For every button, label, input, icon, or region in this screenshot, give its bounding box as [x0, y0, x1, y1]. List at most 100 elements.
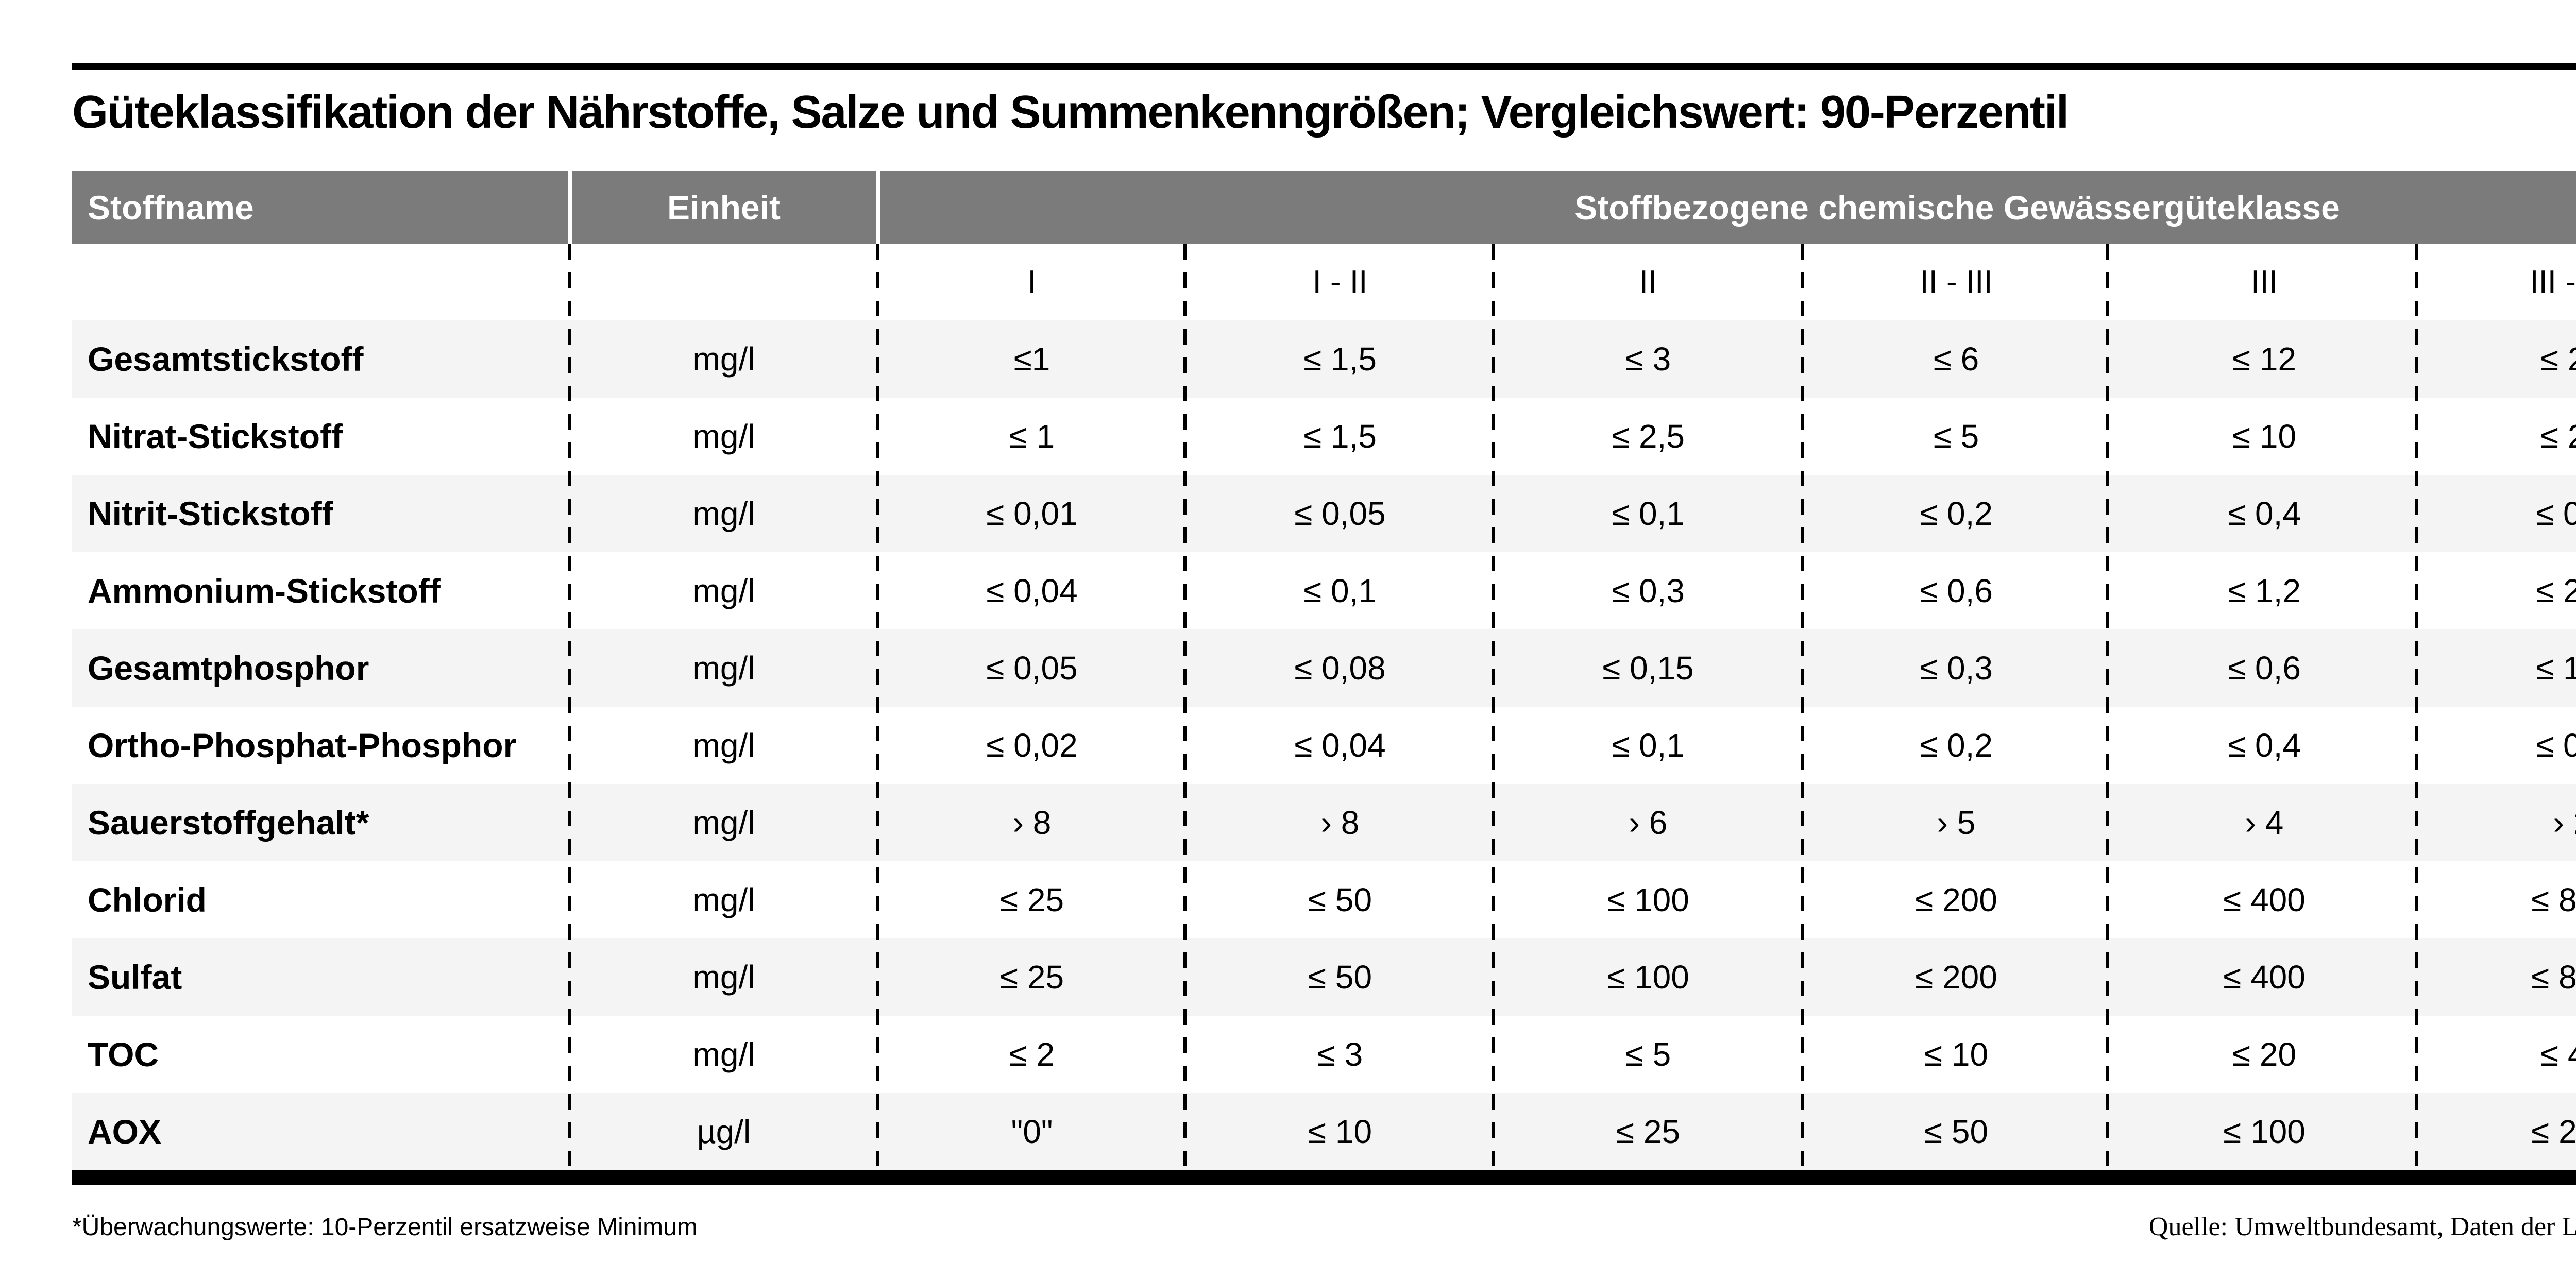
unit-cell: mg/l	[692, 340, 755, 378]
value-cell: ≤ 0,8	[2536, 726, 2576, 764]
value-cell: ≤ 0,6	[2228, 649, 2301, 687]
value-cell: › 8	[1320, 804, 1360, 841]
value-cell: ≤1	[1013, 340, 1050, 378]
value-cell: ≤ 0,08	[1294, 649, 1386, 687]
value-cell: ≤ 0,05	[1294, 494, 1386, 532]
class-row-spacer	[72, 244, 570, 320]
value-cell: ≤ 100	[1607, 958, 1689, 996]
unit-cell: µg/l	[697, 1113, 751, 1150]
value-cell: ≤ 200	[1915, 958, 1997, 996]
value-cell: ≤ 0,1	[1612, 726, 1685, 764]
value-cell: ≤ 12	[2232, 340, 2297, 378]
value-cell: ≤ 25	[999, 881, 1064, 918]
value-cell: › 8	[1012, 804, 1052, 841]
unit-cell: mg/l	[692, 572, 755, 609]
bottom-rule	[72, 1170, 2576, 1185]
value-cell: ≤ 0,1	[1303, 572, 1377, 609]
table-row: Ortho-Phosphat-Phosphor mg/l ≤ 0,02 ≤ 0,04 ≤…	[72, 706, 2576, 784]
unit-cell: mg/l	[692, 881, 755, 918]
value-cell: ≤ 1,2	[2536, 649, 2576, 687]
value-cell: ≤ 400	[2223, 881, 2306, 918]
value-cell: ≤ 0,3	[1920, 649, 1993, 687]
data-rows: Gesamtstickstoff mg/l ≤1 ≤ 1,5 ≤ 3 ≤ 6 ≤ 12 ≤ 2…	[72, 320, 2576, 1170]
value-cell: ≤ 0,1	[1612, 494, 1685, 532]
value-cell: ≤ 200	[2531, 1113, 2576, 1150]
top-rule	[72, 63, 2576, 70]
column-header-gueteklasse: Stoffbezogene chemische Gewässergüteklas…	[880, 170, 2576, 244]
value-cell: ≤ 3	[1625, 340, 1671, 378]
value-cell: ≤ 1	[1009, 417, 1055, 455]
value-cell: ≤ 2,4	[2536, 572, 2576, 609]
class-label-1: I	[1027, 264, 1037, 300]
value-cell: "0"	[1011, 1113, 1053, 1150]
value-cell: ≤ 0,3	[1612, 572, 1685, 609]
value-cell: ≤ 400	[2223, 958, 2306, 996]
row-label: Gesamtphosphor	[88, 648, 369, 687]
row-label: Sulfat	[88, 958, 182, 996]
value-cell: ≤ 0,4	[2228, 726, 2301, 764]
row-label: Ammonium-Stickstoff	[88, 571, 441, 610]
value-cell: ≤ 800	[2531, 881, 2576, 918]
table-figure: Güteklassifikation der Nährstoffe, Salze…	[72, 0, 2576, 1242]
value-cell: › 2	[2553, 804, 2576, 841]
value-cell: ≤ 50	[1924, 1113, 1989, 1150]
table-row: Gesamtphosphor mg/l ≤ 0,05 ≤ 0,08 ≤ 0,15 ≤ 0,…	[72, 629, 2576, 707]
row-label: Sauerstoffgehalt*	[88, 803, 369, 842]
class-label-3: II	[1639, 264, 1657, 300]
value-cell: ≤ 50	[1308, 881, 1372, 918]
value-cell: ≤ 200	[1915, 881, 1997, 918]
table-row: Nitrit-Stickstoff mg/l ≤ 0,01 ≤ 0,05 ≤ 0,1 ≤ …	[72, 474, 2576, 552]
value-cell: ≤ 6	[1933, 340, 1979, 378]
class-label-6: III - IV	[2530, 264, 2576, 300]
value-cell: ≤ 0,04	[986, 572, 1078, 609]
value-cell: ≤ 1,5	[1303, 417, 1377, 455]
column-header-einheit: Einheit	[572, 170, 876, 244]
value-cell: ≤ 50	[1308, 958, 1372, 996]
value-cell: ≤ 100	[2223, 1113, 2306, 1150]
value-cell: ≤ 0,04	[1294, 726, 1386, 764]
value-cell: ≤ 5	[1625, 1035, 1671, 1073]
value-cell: ≤ 25	[1616, 1113, 1681, 1150]
unit-cell: mg/l	[692, 726, 755, 764]
value-cell: ≤ 0,02	[986, 726, 1078, 764]
column-header-stoffname: Stoffname	[72, 170, 568, 244]
table-row: Sauerstoffgehalt*mg/l› 8› 8› 6› 5› 4› 2≤…	[72, 783, 2576, 861]
row-label: Gesamtstickstoff	[88, 339, 364, 378]
value-cell: ≤ 0,4	[2228, 494, 2301, 532]
unit-cell: mg/l	[692, 958, 755, 996]
value-cell: › 5	[1937, 804, 1976, 841]
source-attribution: Quelle: Umweltbundesamt, Daten der Lände…	[2148, 1211, 2576, 1241]
value-cell: ≤ 0,2	[1920, 494, 1993, 532]
value-cell: ≤ 1,2	[2228, 572, 2301, 609]
header-divider	[568, 170, 572, 244]
row-label: Nitrat-Stickstoff	[88, 417, 343, 455]
unit-cell: mg/l	[692, 417, 755, 455]
value-cell: ≤ 2,5	[1612, 417, 1685, 455]
table-header-bar: Stoffname Einheit Stoffbezogene chemisch…	[72, 170, 2576, 244]
row-label: AOX	[88, 1112, 162, 1151]
value-cell: ≤ 25	[999, 958, 1064, 996]
unit-cell: mg/l	[692, 649, 755, 687]
class-label-2: I - II	[1312, 264, 1368, 300]
value-cell: ≤ 24	[2540, 340, 2576, 378]
value-cell: ≤ 10	[1924, 1035, 1989, 1073]
value-cell: › 4	[2245, 804, 2284, 841]
table-row: Nitrat-Stickstoff mg/l ≤ 1 ≤ 1,5 ≤ 2,5 ≤ 5 ≤ 1…	[72, 397, 2576, 475]
class-row-spacer	[570, 244, 878, 320]
footer: *Überwachungswerte: 10-Perzentil ersatzw…	[72, 1211, 2576, 1242]
class-label-5: III	[2251, 264, 2278, 300]
value-cell: ≤ 800	[2531, 958, 2576, 996]
value-cell: ≤ 100	[1607, 881, 1689, 918]
unit-cell: mg/l	[692, 804, 755, 841]
value-cell: ≤ 1,5	[1303, 340, 1377, 378]
value-cell: ≤ 20	[2540, 417, 2576, 455]
row-label: Ortho-Phosphat-Phosphor	[88, 726, 517, 764]
value-cell: ≤ 3	[1317, 1035, 1363, 1073]
value-cell: ≤ 0,8	[2536, 494, 2576, 532]
footnote: *Überwachungswerte: 10-Perzentil ersatzw…	[72, 1213, 698, 1241]
